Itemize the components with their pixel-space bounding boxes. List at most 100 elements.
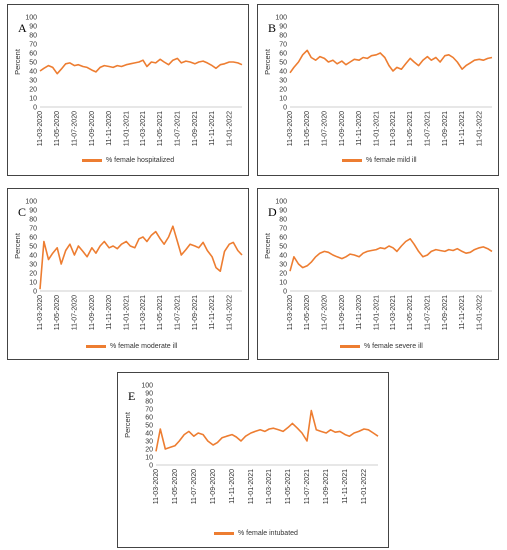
x-tick-label: 11-07-2021 (424, 295, 431, 330)
x-tick-label: 11-03-2021 (140, 111, 147, 146)
x-tick-label: 11-01-2022 (226, 111, 233, 146)
x-tick-label: 11-03-2020 (37, 295, 44, 330)
y-tick-label: 80 (279, 217, 287, 224)
legend-d: % female severe ill (340, 343, 423, 350)
chart-panel-b: 0 10 20 30 40 50 60 70 80 90 100 11-03-2020 11-05-20… (257, 4, 499, 176)
x-tick-label: 11-01-2021 (248, 469, 255, 504)
x-tick-label: 11-09-2020 (210, 469, 217, 504)
x-tick-label: 11-01-2021 (123, 295, 130, 330)
y-tick-label: 0 (33, 105, 37, 112)
y-axis-title: Percent (263, 232, 272, 259)
x-tick-label: 11-01-2022 (361, 469, 368, 504)
y-axis-title: Percent (13, 232, 22, 259)
x-tick-label: 11-05-2020 (304, 295, 311, 330)
y-tick-label: 60 (145, 415, 153, 422)
x-tick-label: 11-05-2020 (172, 469, 179, 504)
chart-panel-c: 0 10 20 30 40 50 60 70 80 90 100 11-03-2020 11-05-20… (7, 188, 249, 360)
x-tick-label: 11-03-2020 (153, 469, 160, 504)
y-tick-label: 70 (279, 226, 287, 233)
panel-letter-c: C (18, 205, 27, 219)
x-tick-label: 11-09-2021 (442, 295, 449, 330)
x-tick-label: 11-07-2020 (71, 295, 78, 330)
x-tick-label: 11-09-2021 (192, 111, 199, 146)
legend-swatch-a (82, 159, 102, 162)
y-tick-label: 30 (279, 262, 287, 269)
y-tick-label: 20 (145, 447, 153, 454)
y-tick-label: 10 (29, 96, 37, 103)
legend-label-a: % female hospitalized (106, 157, 175, 164)
x-tick-label: 11-11-2020 (106, 111, 113, 146)
y-tick-label: 50 (29, 60, 37, 67)
legend-e: % female intubated (214, 530, 298, 537)
y-tick-label: 20 (29, 271, 37, 278)
x-tick-label: 11-11-2021 (209, 295, 216, 330)
legend-c: % female moderate ill (86, 343, 177, 350)
legend-swatch-b (342, 159, 362, 162)
x-tick-label: 11-01-2022 (226, 295, 233, 330)
x-tick-label: 11-03-2020 (287, 295, 294, 330)
x-tick-label: 11-03-2020 (37, 111, 44, 146)
x-tick-label: 11-11-2020 (229, 469, 236, 504)
y-tick-label: 50 (279, 60, 287, 67)
panel-letter-d: D (268, 205, 277, 219)
x-tick-label: 11-07-2020 (321, 111, 328, 146)
legend-label-e: % female intubated (238, 530, 298, 537)
y-tick-label: 20 (29, 87, 37, 94)
series-line-d (289, 237, 493, 272)
x-tick-label: 11-09-2020 (339, 295, 346, 330)
series-line-e (155, 409, 379, 452)
y-tick-label: 80 (29, 217, 37, 224)
x-tick-label: 11-05-2021 (407, 295, 414, 330)
legend-label-d: % female severe ill (364, 343, 423, 350)
y-tick-label: 0 (149, 463, 153, 470)
panel-letter-b: B (268, 21, 277, 35)
x-tick-label: 11-11-2020 (356, 111, 363, 146)
x-tick-label: 11-07-2020 (321, 295, 328, 330)
panel-letter-a: A (18, 21, 27, 35)
x-tick-label: 11-07-2021 (424, 111, 431, 146)
x-tick-label: 11-07-2021 (174, 295, 181, 330)
x-tick-label: 11-05-2021 (407, 111, 414, 146)
line-chart-d: 0 10 20 30 40 50 60 70 80 90 100 11-03-2020 11-05-20… (263, 199, 493, 330)
y-axis-title: Percent (263, 48, 272, 75)
y-tick-label: 80 (279, 33, 287, 40)
y-tick-label: 40 (29, 69, 37, 76)
x-tick-label: 11-03-2021 (390, 111, 397, 146)
line-chart-b: 0 10 20 30 40 50 60 70 80 90 100 11-03-2020 11-05-20… (263, 15, 493, 146)
legend-label-b: % female mild ill (366, 157, 417, 164)
x-tick-label: 11-01-2021 (123, 111, 130, 146)
x-tick-label: 11-09-2020 (89, 111, 96, 146)
chart-panel-a: 0 10 20 30 40 50 60 70 80 90 100 11-03-2020 11-05-20… (7, 4, 249, 176)
x-tick-label: 11-01-2021 (373, 295, 380, 330)
x-tick-label: 11-05-2020 (304, 111, 311, 146)
y-tick-label: 0 (283, 105, 287, 112)
x-tick-label: 11-05-2020 (54, 111, 61, 146)
y-tick-label: 10 (279, 280, 287, 287)
x-tick-label: 11-05-2020 (54, 295, 61, 330)
x-tick-label: 11-09-2021 (192, 295, 199, 330)
x-tick-label: 11-03-2021 (266, 469, 273, 504)
legend-label-c: % female moderate ill (110, 343, 178, 350)
y-tick-label: 20 (279, 271, 287, 278)
x-tick-label: 11-09-2021 (323, 469, 330, 504)
x-tick-label: 11-11-2021 (459, 295, 466, 330)
y-tick-label: 100 (275, 199, 287, 206)
x-tick-label: 11-03-2021 (140, 295, 147, 330)
y-tick-label: 80 (145, 399, 153, 406)
legend-a: % female hospitalized (82, 157, 174, 164)
x-tick-label: 11-11-2021 (342, 469, 349, 504)
y-tick-label: 40 (145, 431, 153, 438)
series-line-a (39, 57, 243, 75)
y-tick-label: 60 (279, 51, 287, 58)
legend-swatch-e (214, 532, 234, 535)
y-tick-label: 50 (145, 423, 153, 430)
y-tick-label: 80 (29, 33, 37, 40)
x-tick-label: 11-03-2020 (287, 111, 294, 146)
y-tick-label: 70 (29, 226, 37, 233)
x-tick-label: 11-07-2021 (304, 469, 311, 504)
x-tick-label: 11-05-2021 (157, 111, 164, 146)
y-axis-title: Percent (13, 48, 22, 75)
y-tick-label: 20 (279, 87, 287, 94)
line-chart-a: 0 10 20 30 40 50 60 70 80 90 100 11-03-2020 11-05-20… (13, 15, 243, 146)
